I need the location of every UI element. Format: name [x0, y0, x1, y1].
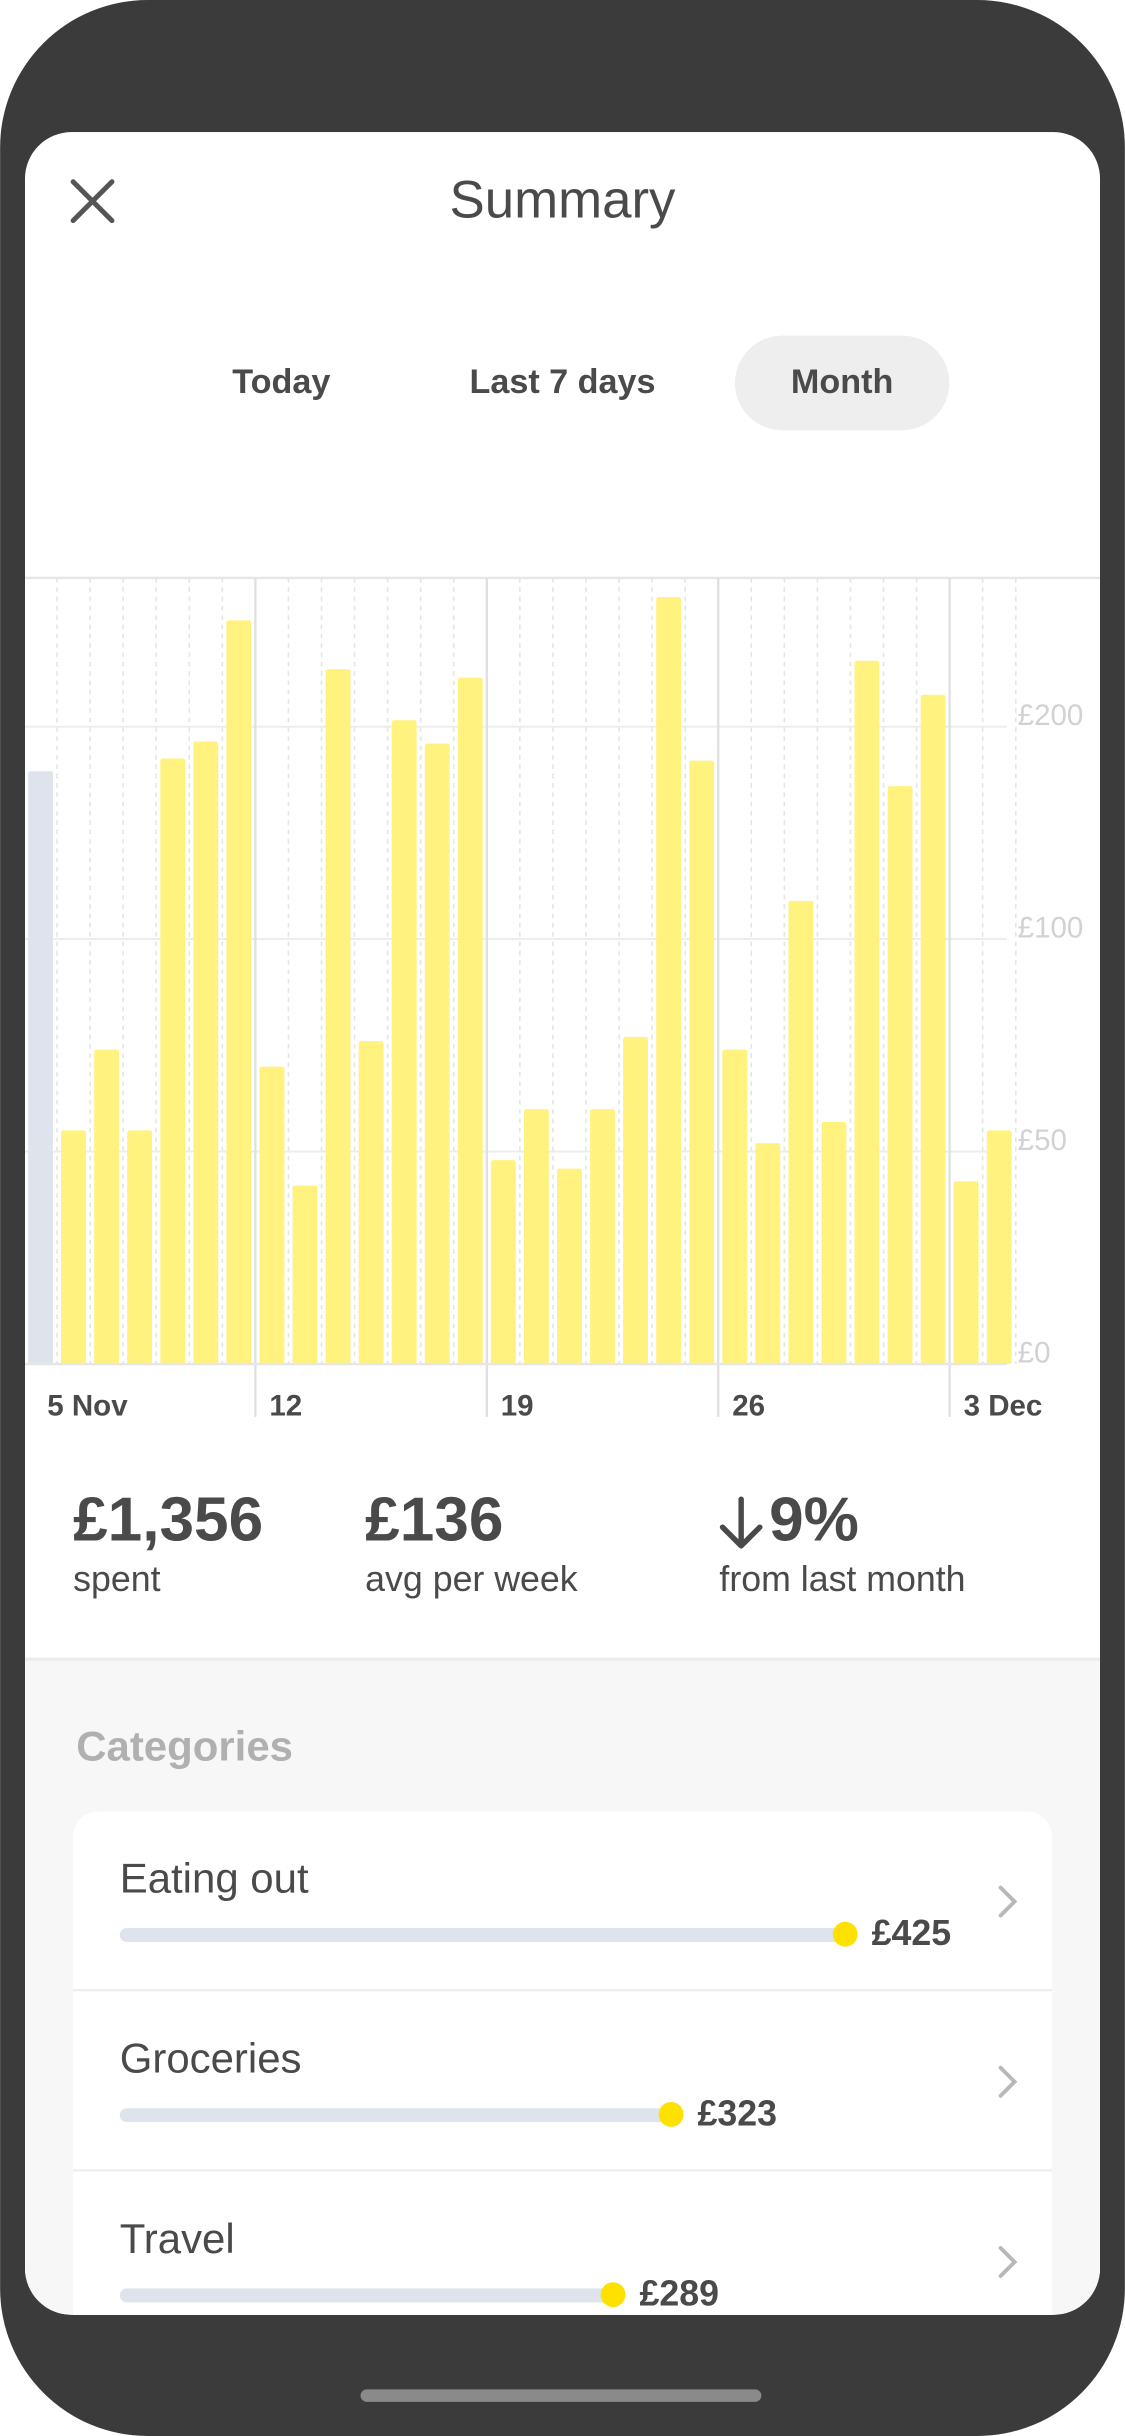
- bar: [887, 786, 913, 1365]
- bar: [424, 743, 450, 1365]
- x-tick-label: 5 Nov: [47, 1389, 128, 1422]
- bar: [61, 1130, 86, 1365]
- bar: [953, 1181, 979, 1365]
- stat-value: 9%: [769, 1485, 859, 1554]
- bar: [821, 1121, 847, 1365]
- bar: [457, 677, 483, 1365]
- bar: [656, 597, 682, 1365]
- stat-label: from last month: [719, 1559, 965, 1599]
- bar: [590, 1109, 615, 1365]
- tab[interactable]: Month: [791, 363, 893, 401]
- bar: [755, 1143, 781, 1365]
- category-dot: [658, 2101, 684, 2127]
- x-tick-label: 12: [269, 1389, 302, 1422]
- chevron[interactable]: [998, 1885, 1018, 1918]
- y-tick-label: £100: [1018, 912, 1084, 945]
- trend-arrow: [719, 1496, 763, 1549]
- category-track: [119, 2288, 614, 2303]
- category-name[interactable]: Travel: [120, 2215, 235, 2262]
- category-name[interactable]: Eating out: [120, 1854, 309, 1901]
- y-tick-label: £0: [1018, 1337, 1051, 1370]
- bar: [557, 1168, 582, 1365]
- category-name[interactable]: Groceries: [120, 2035, 302, 2082]
- bar: [854, 660, 880, 1365]
- bar: [28, 771, 53, 1365]
- bar: [722, 1049, 748, 1365]
- bar: [490, 1160, 516, 1365]
- bar: [325, 669, 351, 1365]
- bar: [623, 1036, 649, 1365]
- section-title: Categories: [76, 1722, 293, 1769]
- x-tick-label: 19: [501, 1389, 534, 1422]
- bar: [259, 1066, 285, 1365]
- home-indicator: [360, 2389, 762, 2402]
- category-amount: £289: [639, 2274, 718, 2314]
- title: Summary: [450, 170, 677, 229]
- close-button[interactable]: [70, 179, 115, 224]
- bar: [94, 1049, 120, 1365]
- bar: [391, 720, 417, 1365]
- stat-label: spent: [73, 1559, 160, 1599]
- close-icon[interactable]: [70, 179, 115, 224]
- tab-selected-bg[interactable]: [734, 335, 950, 431]
- chevron[interactable]: [998, 2065, 1018, 2098]
- bar: [523, 1109, 549, 1365]
- category-amount: £425: [872, 1913, 951, 1953]
- bar: [193, 741, 219, 1365]
- bar: [689, 760, 715, 1365]
- tab[interactable]: Last 7 days: [469, 363, 655, 401]
- bar: [160, 758, 186, 1365]
- bar: [788, 900, 814, 1365]
- x-tick-label: 26: [732, 1389, 765, 1422]
- tab[interactable]: Today: [232, 363, 330, 401]
- y-tick-label: £200: [1018, 699, 1084, 732]
- category-amount: £323: [698, 2093, 777, 2133]
- stat-label: avg per week: [365, 1559, 578, 1599]
- x-tick-label: 3 Dec: [964, 1389, 1043, 1422]
- bar: [920, 694, 946, 1365]
- category-track: [119, 2108, 672, 2123]
- bar: [127, 1130, 153, 1365]
- stat-value: £1,356: [73, 1485, 263, 1554]
- y-tick-label: £50: [1018, 1124, 1067, 1157]
- stat-value: £136: [365, 1485, 503, 1554]
- screen: Summary Today Last 7 days Month £0 £50 £100 £2…: [24, 132, 1101, 2315]
- category-dot: [832, 1921, 858, 1947]
- bar: [986, 1130, 1012, 1365]
- bar: [358, 1041, 384, 1365]
- bar: [292, 1185, 318, 1365]
- chevron[interactable]: [998, 2246, 1018, 2278]
- category-dot: [600, 2282, 626, 2308]
- bar: [226, 620, 252, 1365]
- category-track: [119, 1927, 846, 1942]
